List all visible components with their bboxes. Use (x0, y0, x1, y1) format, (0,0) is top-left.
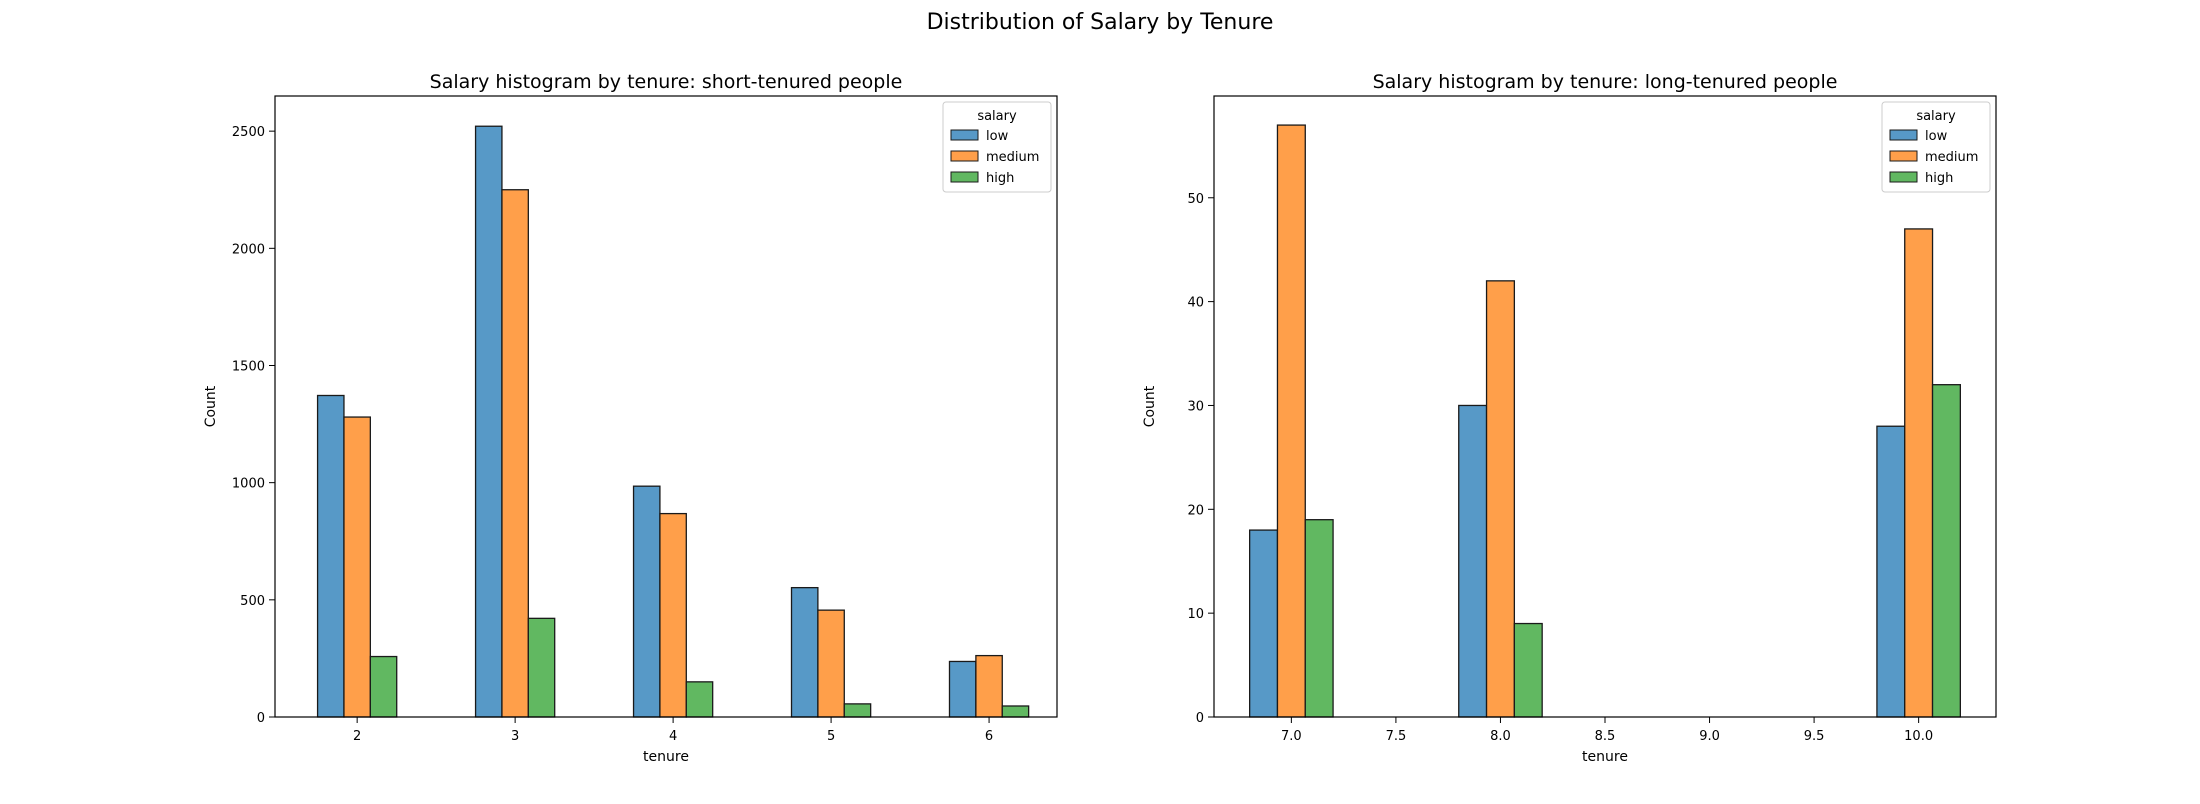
long-tenure-bar-high-7 (1304, 519, 1334, 718)
short-tenure-bar-low-3 (474, 125, 503, 718)
long-tenure-legend-label-medium: medium (1925, 150, 1978, 165)
short-tenure-ytick-label: 2000 (232, 242, 265, 257)
long-tenure-legend-swatch-low (1889, 129, 1918, 141)
short-tenure-ytick-label: 2500 (232, 125, 265, 140)
short-tenure-legend-swatch-high (950, 171, 979, 183)
long-tenure-legend: salary low medium high (1881, 101, 1991, 193)
long-tenure-bar-medium-10 (1904, 228, 1934, 718)
long-tenure-xtick-label: 9.0 (1699, 729, 1720, 744)
long-tenure-bar-medium-7 (1276, 124, 1306, 718)
short-tenure-xtick-label: 3 (511, 729, 519, 744)
short-tenure-bar-high-4 (685, 681, 714, 718)
short-tenure-legend-box (942, 101, 1052, 193)
long-tenure-ylabel: Count (1142, 385, 1158, 427)
short-tenure-bar-medium-6 (975, 654, 1003, 718)
figure-suptitle: Distribution of Salary by Tenure (926, 10, 1274, 35)
long-tenure-bar-high-8 (1513, 622, 1543, 718)
short-tenure-xtick-label: 2 (353, 729, 361, 744)
long-tenure-ytick-label: 50 (1187, 192, 1204, 207)
long-tenure-bar-low-8 (1458, 404, 1488, 718)
short-tenure-axes-frame (274, 95, 1058, 718)
short-tenure-bar-high-5 (843, 703, 872, 718)
long-tenure-xtick-label: 9.5 (1804, 729, 1825, 744)
short-tenure-xtick-label: 6 (985, 729, 993, 744)
long-tenure-bar-high-10 (1931, 384, 1962, 718)
short-tenure-xtick-label: 5 (827, 729, 835, 744)
long-tenure-xtick-label: 7.0 (1281, 729, 1302, 744)
long-tenure-legend-label-high: high (1925, 171, 1953, 186)
long-tenure-bar-low-7 (1249, 529, 1279, 718)
long-tenure-legend-box (1881, 101, 1991, 193)
long-tenure-xtick-label: 7.5 (1386, 729, 1407, 744)
short-tenure-bar-high-2 (369, 655, 398, 718)
short-tenure-panel: 2 3 4 5 6 0 500 1000 1500 2000 2500 Salary histogra… (203, 71, 1058, 765)
short-tenure-ytick-label: 500 (240, 594, 265, 609)
short-tenure-legend-swatch-medium (950, 150, 979, 162)
short-tenure-legend-label-high: high (986, 171, 1014, 186)
short-tenure-ytick-label: 0 (257, 711, 265, 726)
long-tenure-ytick-label: 20 (1187, 503, 1204, 518)
long-tenure-legend-swatch-high (1889, 171, 1918, 183)
short-tenure-ytick-label: 1000 (232, 477, 265, 492)
short-tenure-legend-label-low: low (986, 129, 1009, 144)
short-tenure-bar-medium-2 (343, 416, 371, 718)
short-tenure-bar-low-5 (790, 586, 819, 718)
long-tenure-legend-swatch-medium (1889, 150, 1918, 162)
short-tenure-xlabel: tenure (643, 749, 689, 765)
short-tenure-bar-medium-3 (501, 189, 529, 718)
short-tenure-legend-swatch-low (950, 129, 979, 141)
short-tenure-legend-title: salary (977, 109, 1017, 124)
long-tenure-legend-title: salary (1916, 109, 1956, 124)
long-tenure-ytick-label: 10 (1187, 607, 1204, 622)
long-tenure-legend-label-low: low (1925, 129, 1948, 144)
short-tenure-legend-label-medium: medium (986, 150, 1039, 165)
short-tenure-title: Salary histogram by tenure: short-tenure… (430, 71, 903, 93)
long-tenure-ytick-label: 0 (1196, 711, 1204, 726)
long-tenure-xtick-label: 8.0 (1490, 729, 1511, 744)
long-tenure-panel: 7.0 7.5 8.0 8.5 9.0 9.5 10.0 0 10 20 30 40 50 Salary … (1142, 71, 1997, 765)
long-tenure-xtick-label: 10.0 (1904, 729, 1933, 744)
short-tenure-ytick-label: 1500 (232, 359, 265, 374)
long-tenure-ytick-label: 30 (1187, 399, 1204, 414)
short-tenure-bar-high-3 (527, 617, 556, 718)
short-tenure-legend: salary low medium high (942, 101, 1052, 193)
long-tenure-bar-low-10 (1876, 425, 1906, 718)
long-tenure-title: Salary histogram by tenure: long-tenured… (1373, 71, 1838, 93)
long-tenure-ytick-label: 40 (1187, 296, 1204, 311)
long-tenure-bar-medium-8 (1485, 280, 1516, 718)
short-tenure-bar-low-2 (316, 394, 345, 718)
long-tenure-xtick-label: 8.5 (1595, 729, 1616, 744)
short-tenure-xtick-label: 4 (669, 729, 677, 744)
short-tenure-bar-low-4 (632, 485, 661, 718)
short-tenure-bar-low-6 (948, 660, 977, 718)
short-tenure-bar-medium-4 (659, 512, 687, 718)
short-tenure-bar-high-6 (1001, 705, 1030, 718)
long-tenure-xlabel: tenure (1582, 749, 1628, 765)
short-tenure-ylabel: Count (203, 385, 219, 427)
short-tenure-bar-medium-5 (817, 609, 845, 718)
